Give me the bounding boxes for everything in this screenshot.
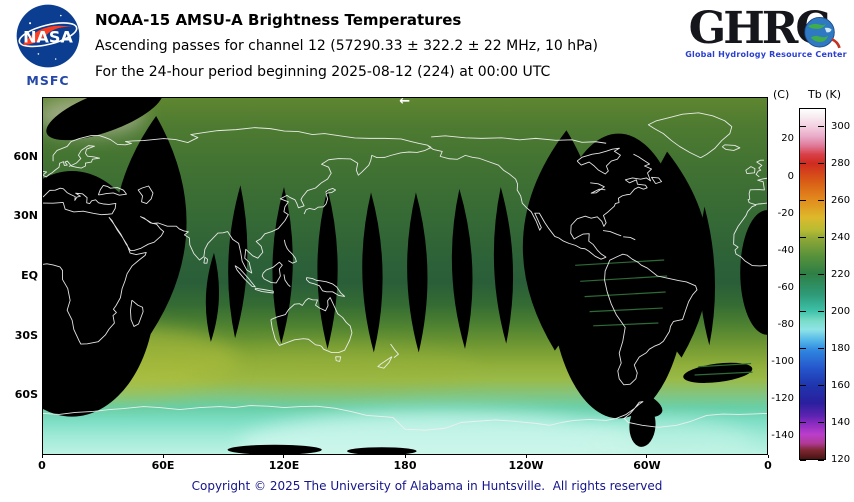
colorbar-k-tick-140: 140 — [831, 416, 851, 428]
colorbar-k-tick-180: 180 — [831, 342, 851, 354]
ghrc-logo-row: GHRC — [680, 0, 852, 58]
colorbar-tickmark — [800, 385, 806, 387]
lon-tick-0-0: 0 — [38, 459, 46, 472]
colorbar-tickmark — [800, 274, 806, 276]
lat-tick-30N: 30N — [13, 209, 38, 223]
lon-tick-60E-1: 60E — [151, 459, 175, 472]
nasa-wordmark: NASA — [23, 27, 73, 46]
lat-tick-30S: 30S — [14, 328, 38, 342]
lon-tickmark — [162, 455, 164, 458]
colorbar-k-tick-240: 240 — [831, 231, 851, 243]
colorbar-tickmark — [818, 200, 824, 202]
colorbar-k-tick-300: 300 — [831, 120, 851, 132]
colorbar-c-tick--40: -40 — [777, 244, 794, 256]
colorbar-tickmark — [800, 459, 806, 461]
colorbar-c-tick-20: 20 — [781, 133, 794, 145]
colorbar-tickmark — [818, 385, 824, 387]
colorbar-tickmark — [818, 459, 824, 461]
colorbar-tickmark — [818, 422, 824, 424]
colorbar-c-tick--140: -140 — [771, 429, 794, 441]
colorbar-c-tick-0: 0 — [787, 170, 794, 182]
lon-tickmark — [41, 455, 43, 458]
colorbar-tickmark — [800, 163, 806, 165]
lon-tick-180-3: 180 — [393, 459, 417, 472]
orbit-direction-arrow: ← — [399, 94, 411, 109]
colorbar-c-tick--100: -100 — [771, 355, 794, 367]
lon-tick-120E-2: 120E — [268, 459, 300, 472]
colorbar-tickmark — [818, 126, 824, 128]
scanline-streaks — [575, 259, 753, 376]
colorbar-tickmark — [800, 200, 806, 202]
lat-tick-60S: 60S — [14, 388, 38, 402]
colorbar-tickmark — [818, 311, 824, 313]
colorbar-k-tick-280: 280 — [831, 157, 851, 169]
copyright-text: Copyright © 2025 The University of Alaba… — [191, 479, 663, 493]
lon-tick-60W-5: 60W — [633, 459, 661, 472]
ghrc-satellite-icon — [831, 38, 842, 49]
lon-tickmark — [283, 455, 285, 458]
ghrc-logo: GHRC Global Hydrology Resource Center — [680, 0, 852, 59]
colorbar-tickmark — [818, 163, 824, 165]
colorbar-unit-kelvin: Tb (K) — [808, 88, 841, 101]
colorbar-k-tick-220: 220 — [831, 268, 851, 280]
colorbar-tickmark — [818, 348, 824, 350]
page-title: NOAA-15 AMSU-A Brightness Temperatures — [95, 11, 462, 29]
colorbar-tickmark — [800, 126, 806, 128]
colorbar-k-tick-160: 160 — [831, 379, 851, 391]
lon-tickmark — [646, 455, 648, 458]
colorbar-tickmark — [818, 237, 824, 239]
page-subtitle: Ascending passes for channel 12 (57290.3… — [95, 38, 598, 54]
lon-tickmark — [767, 455, 769, 458]
map-canvas — [43, 98, 767, 454]
colorbar-c-tick--20: -20 — [777, 207, 794, 219]
colorbar-unit-celsius: (C) — [773, 88, 790, 101]
lon-tickmark — [404, 455, 406, 458]
colorbar-tickmark — [800, 422, 806, 424]
lon-tickmark — [525, 455, 527, 458]
nasa-block: NASA MSFC — [10, 4, 86, 88]
colorbar-tickmark — [800, 237, 806, 239]
lat-tick-60N: 60N — [13, 149, 38, 163]
coastlines — [43, 112, 767, 431]
page-period: For the 24-hour period beginning 2025-08… — [95, 64, 551, 80]
colorbar-c-tick--80: -80 — [777, 318, 794, 330]
ghrc-tagline: Global Hydrology Resource Center — [685, 50, 847, 59]
colorbar-tickmark — [800, 311, 806, 313]
ghrc-globe-icon — [804, 17, 842, 49]
colorbar — [799, 108, 826, 460]
lat-tick-EQ: EQ — [21, 269, 38, 282]
colorbar-c-tick--60: -60 — [777, 281, 794, 293]
brightness-temperature-map: ← — [42, 94, 768, 455]
colorbar-k-tick-200: 200 — [831, 305, 851, 317]
colorbar-tickmark — [800, 348, 806, 350]
colorbar-k-tick-120: 120 — [831, 454, 851, 465]
colorbar-c-tick--120: -120 — [771, 392, 794, 404]
colorbar-tickmark — [818, 274, 824, 276]
nasa-meatball-icon: NASA — [16, 4, 80, 68]
msfc-label: MSFC — [26, 73, 70, 88]
title-block: NOAA-15 AMSU-A Brightness Temperatures A… — [95, 7, 598, 85]
colorbar-k-tick-260: 260 — [831, 194, 851, 206]
lon-tick-0-6: 0 — [764, 459, 772, 472]
lon-tick-120W-4: 120W — [508, 459, 544, 472]
